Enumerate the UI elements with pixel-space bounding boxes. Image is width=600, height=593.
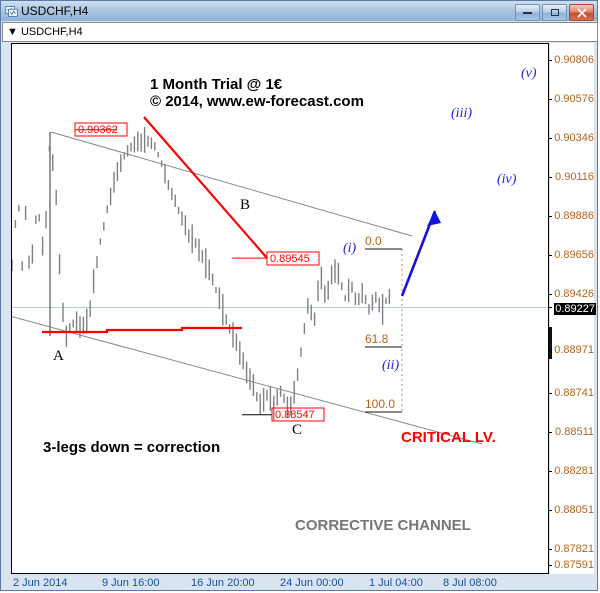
- svg-text:A: A: [53, 348, 64, 364]
- svg-text:0.89545: 0.89545: [270, 253, 310, 265]
- svg-text:© 2014, www.ew-forecast.com: © 2014, www.ew-forecast.com: [150, 93, 364, 110]
- svg-text:(v): (v): [521, 66, 537, 81]
- svg-text:100.0: 100.0: [365, 397, 395, 411]
- svg-text:(i): (i): [343, 241, 357, 256]
- svg-text:(ii): (ii): [382, 358, 399, 373]
- svg-text:3-legs down = correction: 3-legs down = correction: [43, 439, 220, 456]
- svg-text:1 Month Trial @ 1€: 1 Month Trial @ 1€: [150, 76, 283, 93]
- svg-text:(iv): (iv): [497, 172, 517, 187]
- svg-text:CRITICAL LV.: CRITICAL LV.: [401, 429, 496, 446]
- svg-text:0.0: 0.0: [365, 234, 382, 248]
- svg-text:(iii): (iii): [451, 106, 472, 121]
- svg-text:B: B: [240, 197, 250, 213]
- svg-text:61.8: 61.8: [365, 332, 389, 346]
- svg-text:0.88547: 0.88547: [275, 409, 315, 421]
- svg-text:0.90362: 0.90362: [78, 124, 118, 136]
- svg-text:C: C: [292, 422, 302, 438]
- svg-text:CORRECTIVE CHANNEL: CORRECTIVE CHANNEL: [295, 517, 471, 534]
